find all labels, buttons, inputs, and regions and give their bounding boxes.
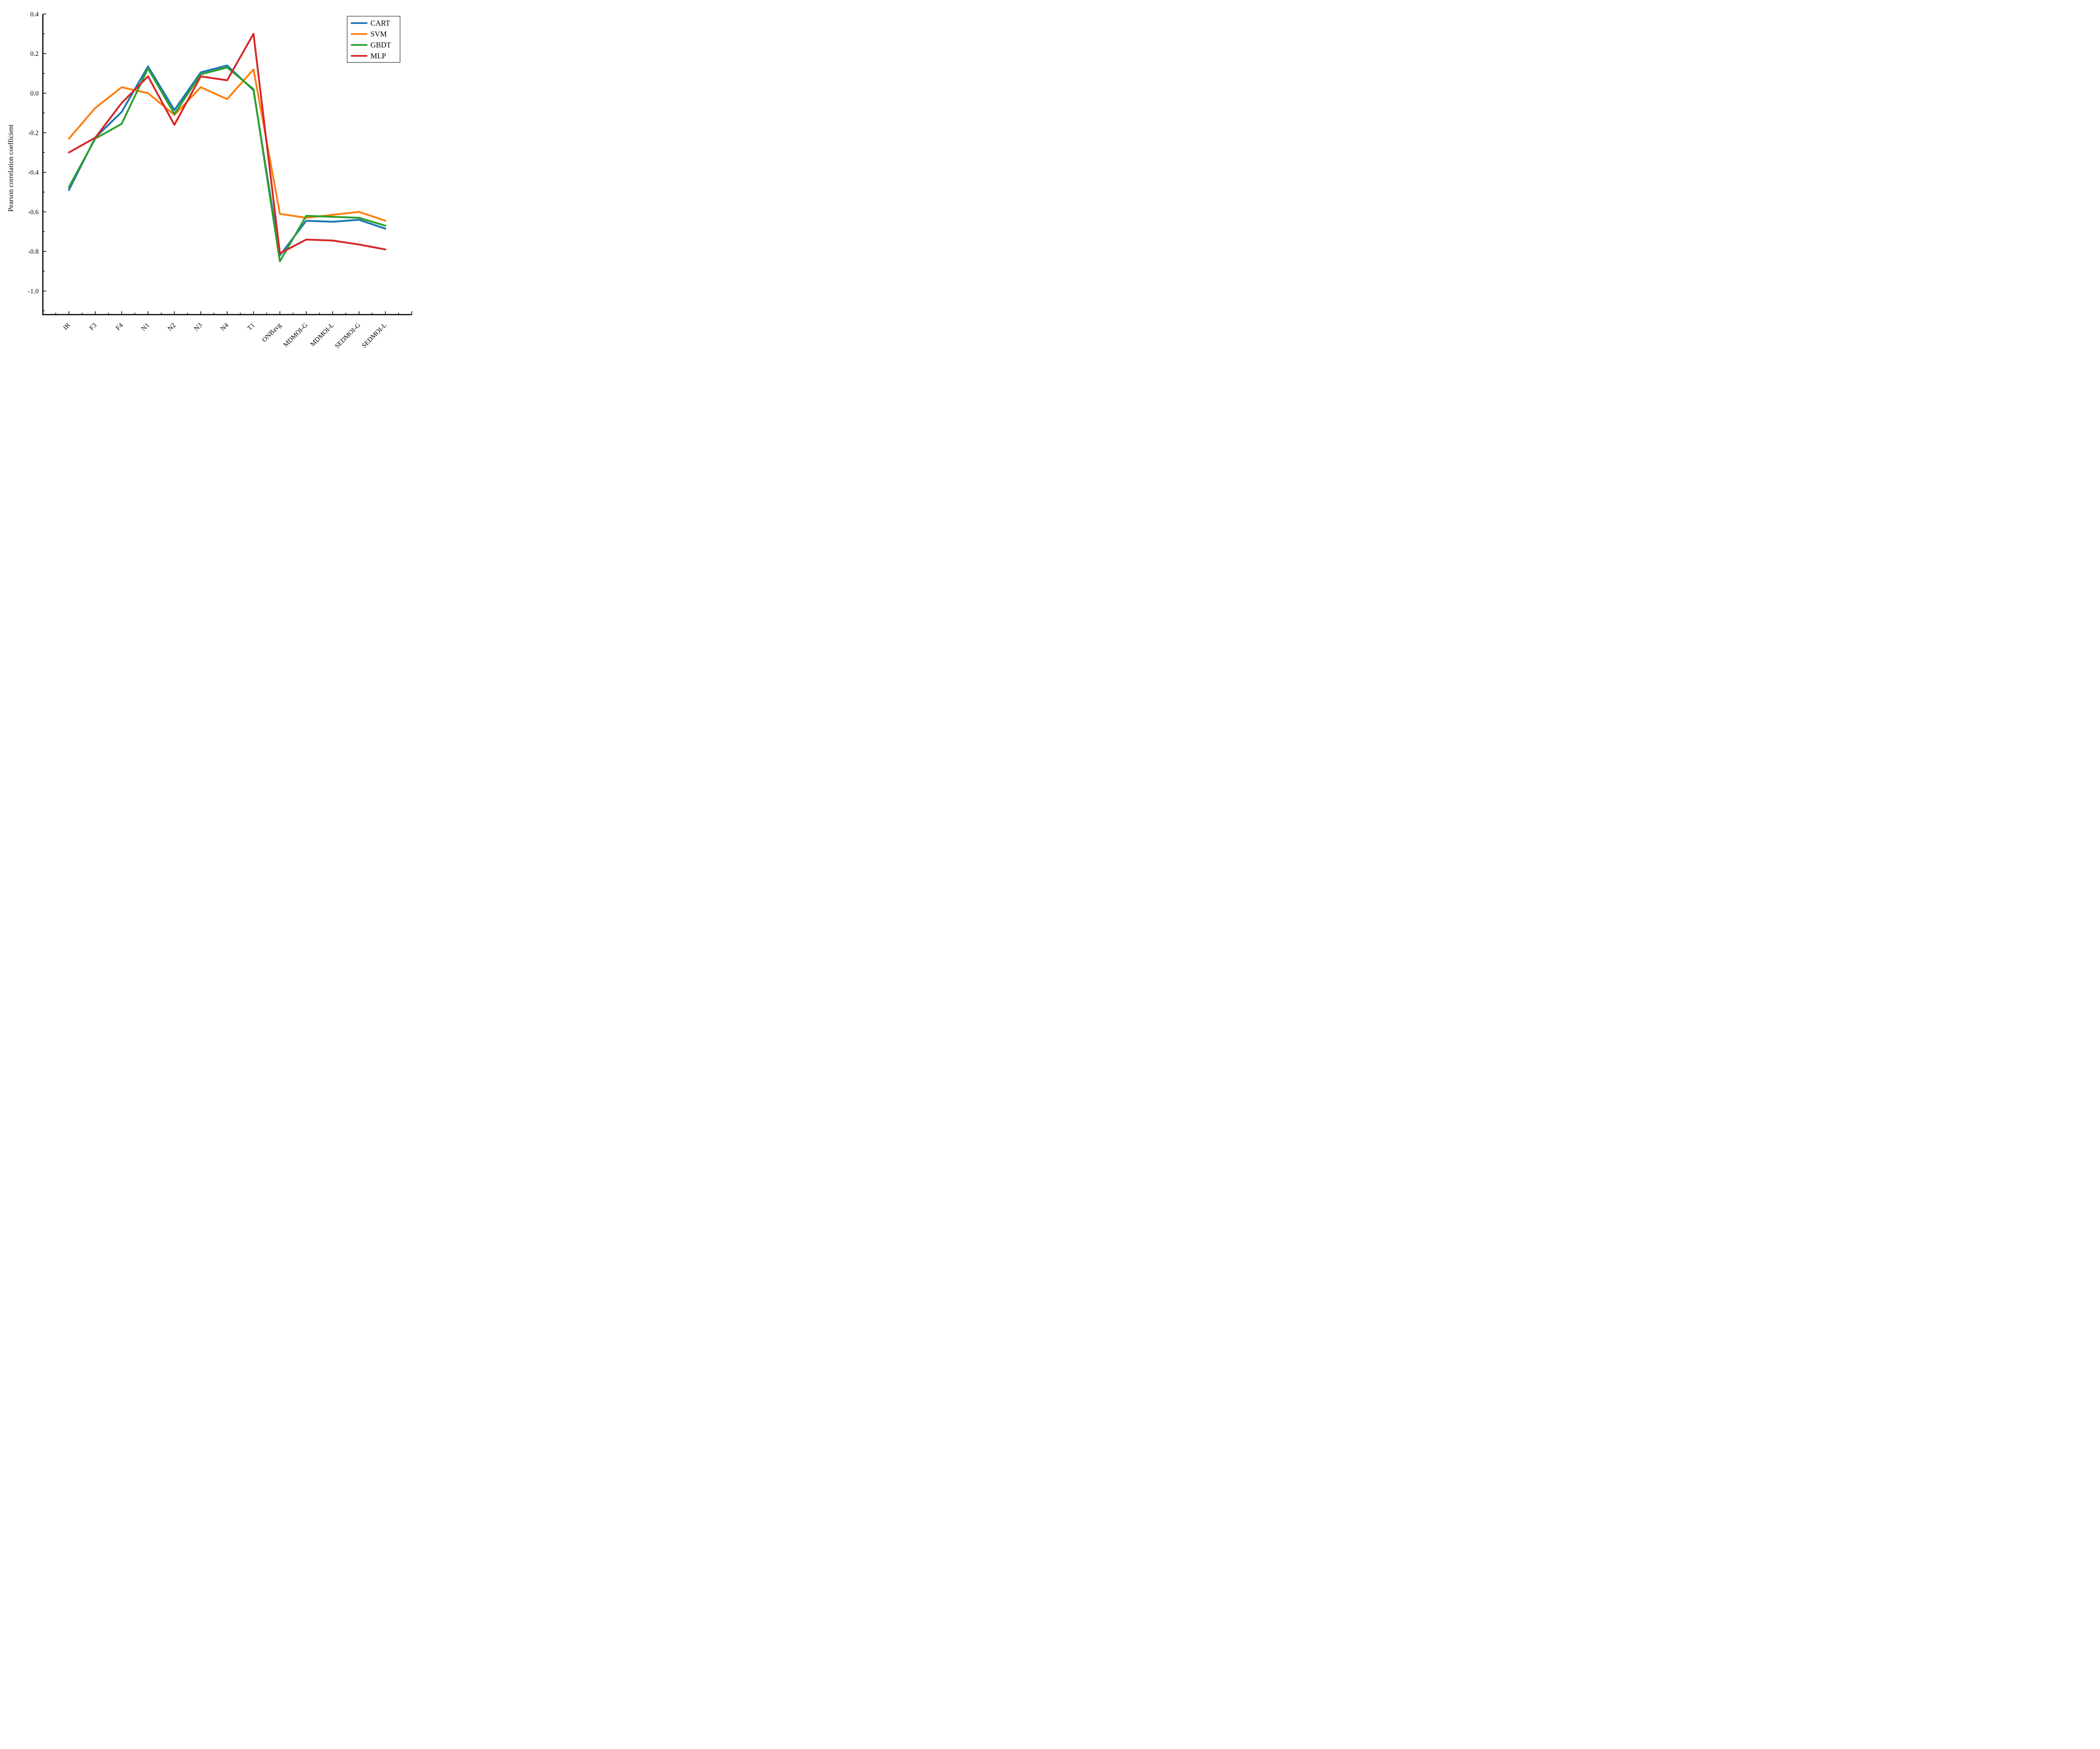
legend-item-GBDT: GBDT bbox=[347, 39, 400, 50]
chart-canvas: 0.4 0.2 0.0 -0.2 -0.4 -0.6 -0.8 -1.0 IR F3 F4 N1 N2 N… bbox=[28, 11, 412, 350]
series-line-CART bbox=[68, 64, 386, 257]
y-tick-label: -0.6 bbox=[28, 209, 39, 216]
series-line-MLP bbox=[68, 33, 386, 255]
y-axis-title: Pearson correlation coefficient bbox=[7, 124, 15, 212]
y-tick-label: 0.2 bbox=[30, 50, 39, 58]
legend-item-SVM: SVM bbox=[347, 29, 400, 39]
legend-label: MLP bbox=[370, 51, 386, 60]
x-tick-label: F3 bbox=[88, 322, 98, 332]
legend-label: GBDT bbox=[370, 40, 391, 49]
x-tick-label: ONBavg bbox=[261, 322, 283, 344]
x-tick-label: MDMOI-L bbox=[309, 322, 336, 348]
legend-label: CART bbox=[370, 18, 390, 27]
y-tick-label: -0.4 bbox=[28, 169, 39, 176]
x-tick-label: F4 bbox=[114, 322, 124, 332]
legend: CART SVM GBDT MLP bbox=[347, 16, 400, 63]
x-tick-label: N2 bbox=[166, 322, 177, 333]
figure: 0.4 0.2 0.0 -0.2 -0.4 -0.6 -0.8 -1.0 IR F3 F4 N1 N2 N… bbox=[0, 0, 432, 350]
y-tick-label: -1.0 bbox=[28, 288, 39, 295]
series-line-SVM bbox=[68, 68, 386, 222]
legend-line-sample bbox=[351, 44, 368, 46]
legend-line-sample bbox=[351, 22, 368, 24]
x-tick-label: SEDMOI-G bbox=[333, 321, 362, 350]
y-tick-label: -0.8 bbox=[28, 248, 39, 255]
legend-line-sample bbox=[351, 55, 368, 57]
x-tick-label: N1 bbox=[140, 322, 151, 333]
x-tick-label: T1 bbox=[246, 322, 257, 332]
y-tick-label: 0.0 bbox=[30, 90, 39, 97]
legend-item-MLP: MLP bbox=[347, 50, 400, 61]
series-line-GBDT bbox=[68, 66, 386, 263]
x-tick-label: IR bbox=[62, 322, 72, 332]
legend-label: SVM bbox=[370, 29, 387, 38]
x-tick-label: N4 bbox=[219, 322, 230, 333]
x-tick-label: SEDMOI-L bbox=[360, 322, 388, 349]
legend-line-sample bbox=[351, 33, 368, 35]
x-tick-label: MDMOI-G bbox=[282, 321, 310, 349]
x-tick-label: N3 bbox=[193, 322, 204, 333]
legend-item-CART: CART bbox=[347, 18, 400, 29]
y-tick-label: -0.2 bbox=[28, 130, 39, 137]
y-tick-label: 0.4 bbox=[30, 11, 39, 18]
